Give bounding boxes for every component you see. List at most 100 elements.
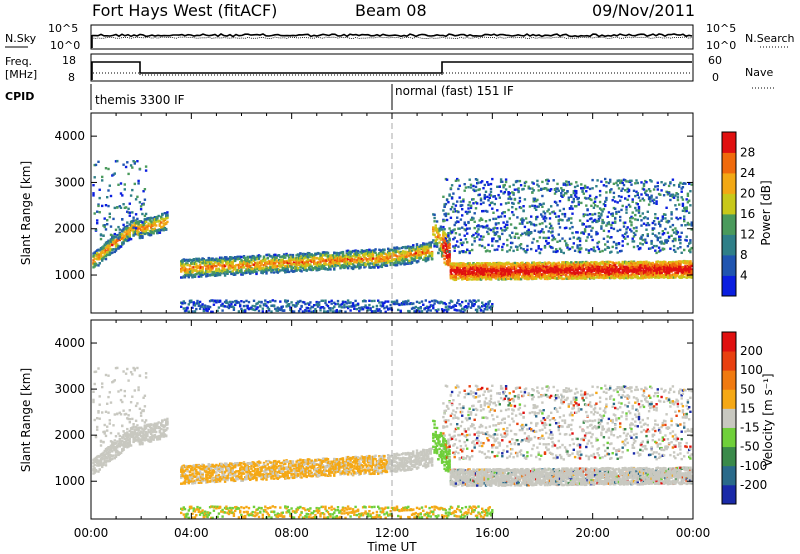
- range-cell: [361, 259, 365, 262]
- range-cell: [210, 266, 213, 269]
- range-cell: [217, 258, 221, 261]
- range-cell: [193, 261, 197, 264]
- range-cell: [577, 261, 580, 264]
- range-cell: [428, 300, 431, 304]
- range-cell: [259, 305, 262, 308]
- range-cell: [349, 301, 352, 304]
- range-cell: [591, 269, 594, 272]
- range-cell: [514, 274, 518, 277]
- range-cell: [231, 300, 234, 304]
- range-cell: [144, 225, 148, 228]
- range-cell: [328, 258, 331, 261]
- range-cell: [489, 194, 493, 197]
- range-cell: [399, 252, 402, 255]
- date-title: 09/Nov/2011: [592, 1, 695, 20]
- range-cell: [498, 266, 501, 269]
- range-cell: [443, 250, 446, 253]
- range-cell: [541, 222, 544, 225]
- range-cell: [588, 275, 592, 278]
- range-cell: [277, 270, 281, 273]
- range-cell: [123, 239, 126, 242]
- range-cell: [192, 258, 195, 261]
- range-cell: [497, 193, 500, 197]
- range-cell: [438, 234, 441, 237]
- range-cell: [506, 277, 509, 280]
- range-cell: [572, 264, 575, 267]
- range-cell: [545, 276, 548, 280]
- range-cell: [345, 249, 348, 253]
- range-cell: [226, 262, 229, 265]
- range-cell: [509, 277, 513, 281]
- range-cell: [454, 210, 458, 213]
- range-cell: [306, 251, 310, 255]
- range-cell: [211, 299, 214, 302]
- range-cell: [284, 271, 287, 274]
- range-cell: [223, 300, 227, 304]
- range-cell: [341, 264, 345, 267]
- range-cell: [541, 266, 544, 269]
- range-cell: [240, 259, 243, 262]
- range-cell: [516, 232, 519, 235]
- range-cell: [128, 238, 131, 241]
- range-cell: [504, 202, 508, 205]
- range-cell: [210, 273, 213, 276]
- range-cell: [371, 257, 375, 260]
- range-cell: [251, 304, 254, 308]
- range-cell: [366, 309, 370, 312]
- range-cell: [575, 277, 578, 280]
- range-cell: [442, 195, 445, 198]
- range-cell: [151, 231, 154, 234]
- range-cell: [484, 305, 488, 308]
- range-cell: [181, 266, 184, 269]
- range-cell: [454, 270, 458, 274]
- range-cell: [527, 228, 530, 231]
- range-cell: [459, 264, 463, 267]
- range-cell: [558, 209, 562, 212]
- range-cell: [593, 200, 597, 203]
- range-cell: [487, 270, 490, 273]
- range-cell: [341, 301, 345, 304]
- range-cell: [191, 266, 194, 269]
- range-cell: [210, 257, 213, 260]
- range-cell: [432, 230, 435, 233]
- range-cell: [207, 267, 210, 270]
- range-cell: [522, 205, 525, 208]
- range-cell: [596, 273, 599, 276]
- range-cell: [187, 310, 190, 313]
- range-cell: [502, 211, 505, 214]
- range-cell: [360, 260, 363, 263]
- range-cell: [410, 257, 414, 260]
- range-cell: [518, 222, 522, 225]
- range-cell: [464, 250, 468, 254]
- range-cell: [566, 271, 569, 274]
- range-cell: [207, 259, 210, 262]
- range-cell: [588, 272, 592, 276]
- range-cell: [442, 234, 445, 237]
- range-cell: [551, 230, 554, 233]
- range-cell: [269, 263, 272, 266]
- range-cell: [506, 268, 509, 272]
- range-cell: [454, 179, 458, 182]
- range-cell: [552, 267, 555, 271]
- range-cell: [414, 310, 417, 313]
- range-cell: [444, 244, 448, 248]
- range-cell: [531, 204, 534, 207]
- range-cell: [498, 196, 501, 199]
- range-cell: [561, 237, 564, 240]
- range-cell: [484, 278, 488, 281]
- range-cell: [404, 245, 407, 249]
- range-cell: [139, 224, 143, 227]
- range-cell: [563, 271, 567, 274]
- range-cell: [405, 302, 409, 306]
- range-cell: [476, 269, 479, 272]
- range-cell: [457, 245, 460, 248]
- range-cell: [257, 300, 261, 304]
- range-cell: [166, 213, 169, 217]
- range-cell: [479, 202, 483, 206]
- range-cell: [580, 276, 583, 280]
- range-cell: [586, 275, 589, 278]
- range-cell: [226, 268, 229, 271]
- range-cell: [454, 272, 458, 275]
- range-cell: [473, 266, 476, 269]
- range-cell: [597, 240, 601, 244]
